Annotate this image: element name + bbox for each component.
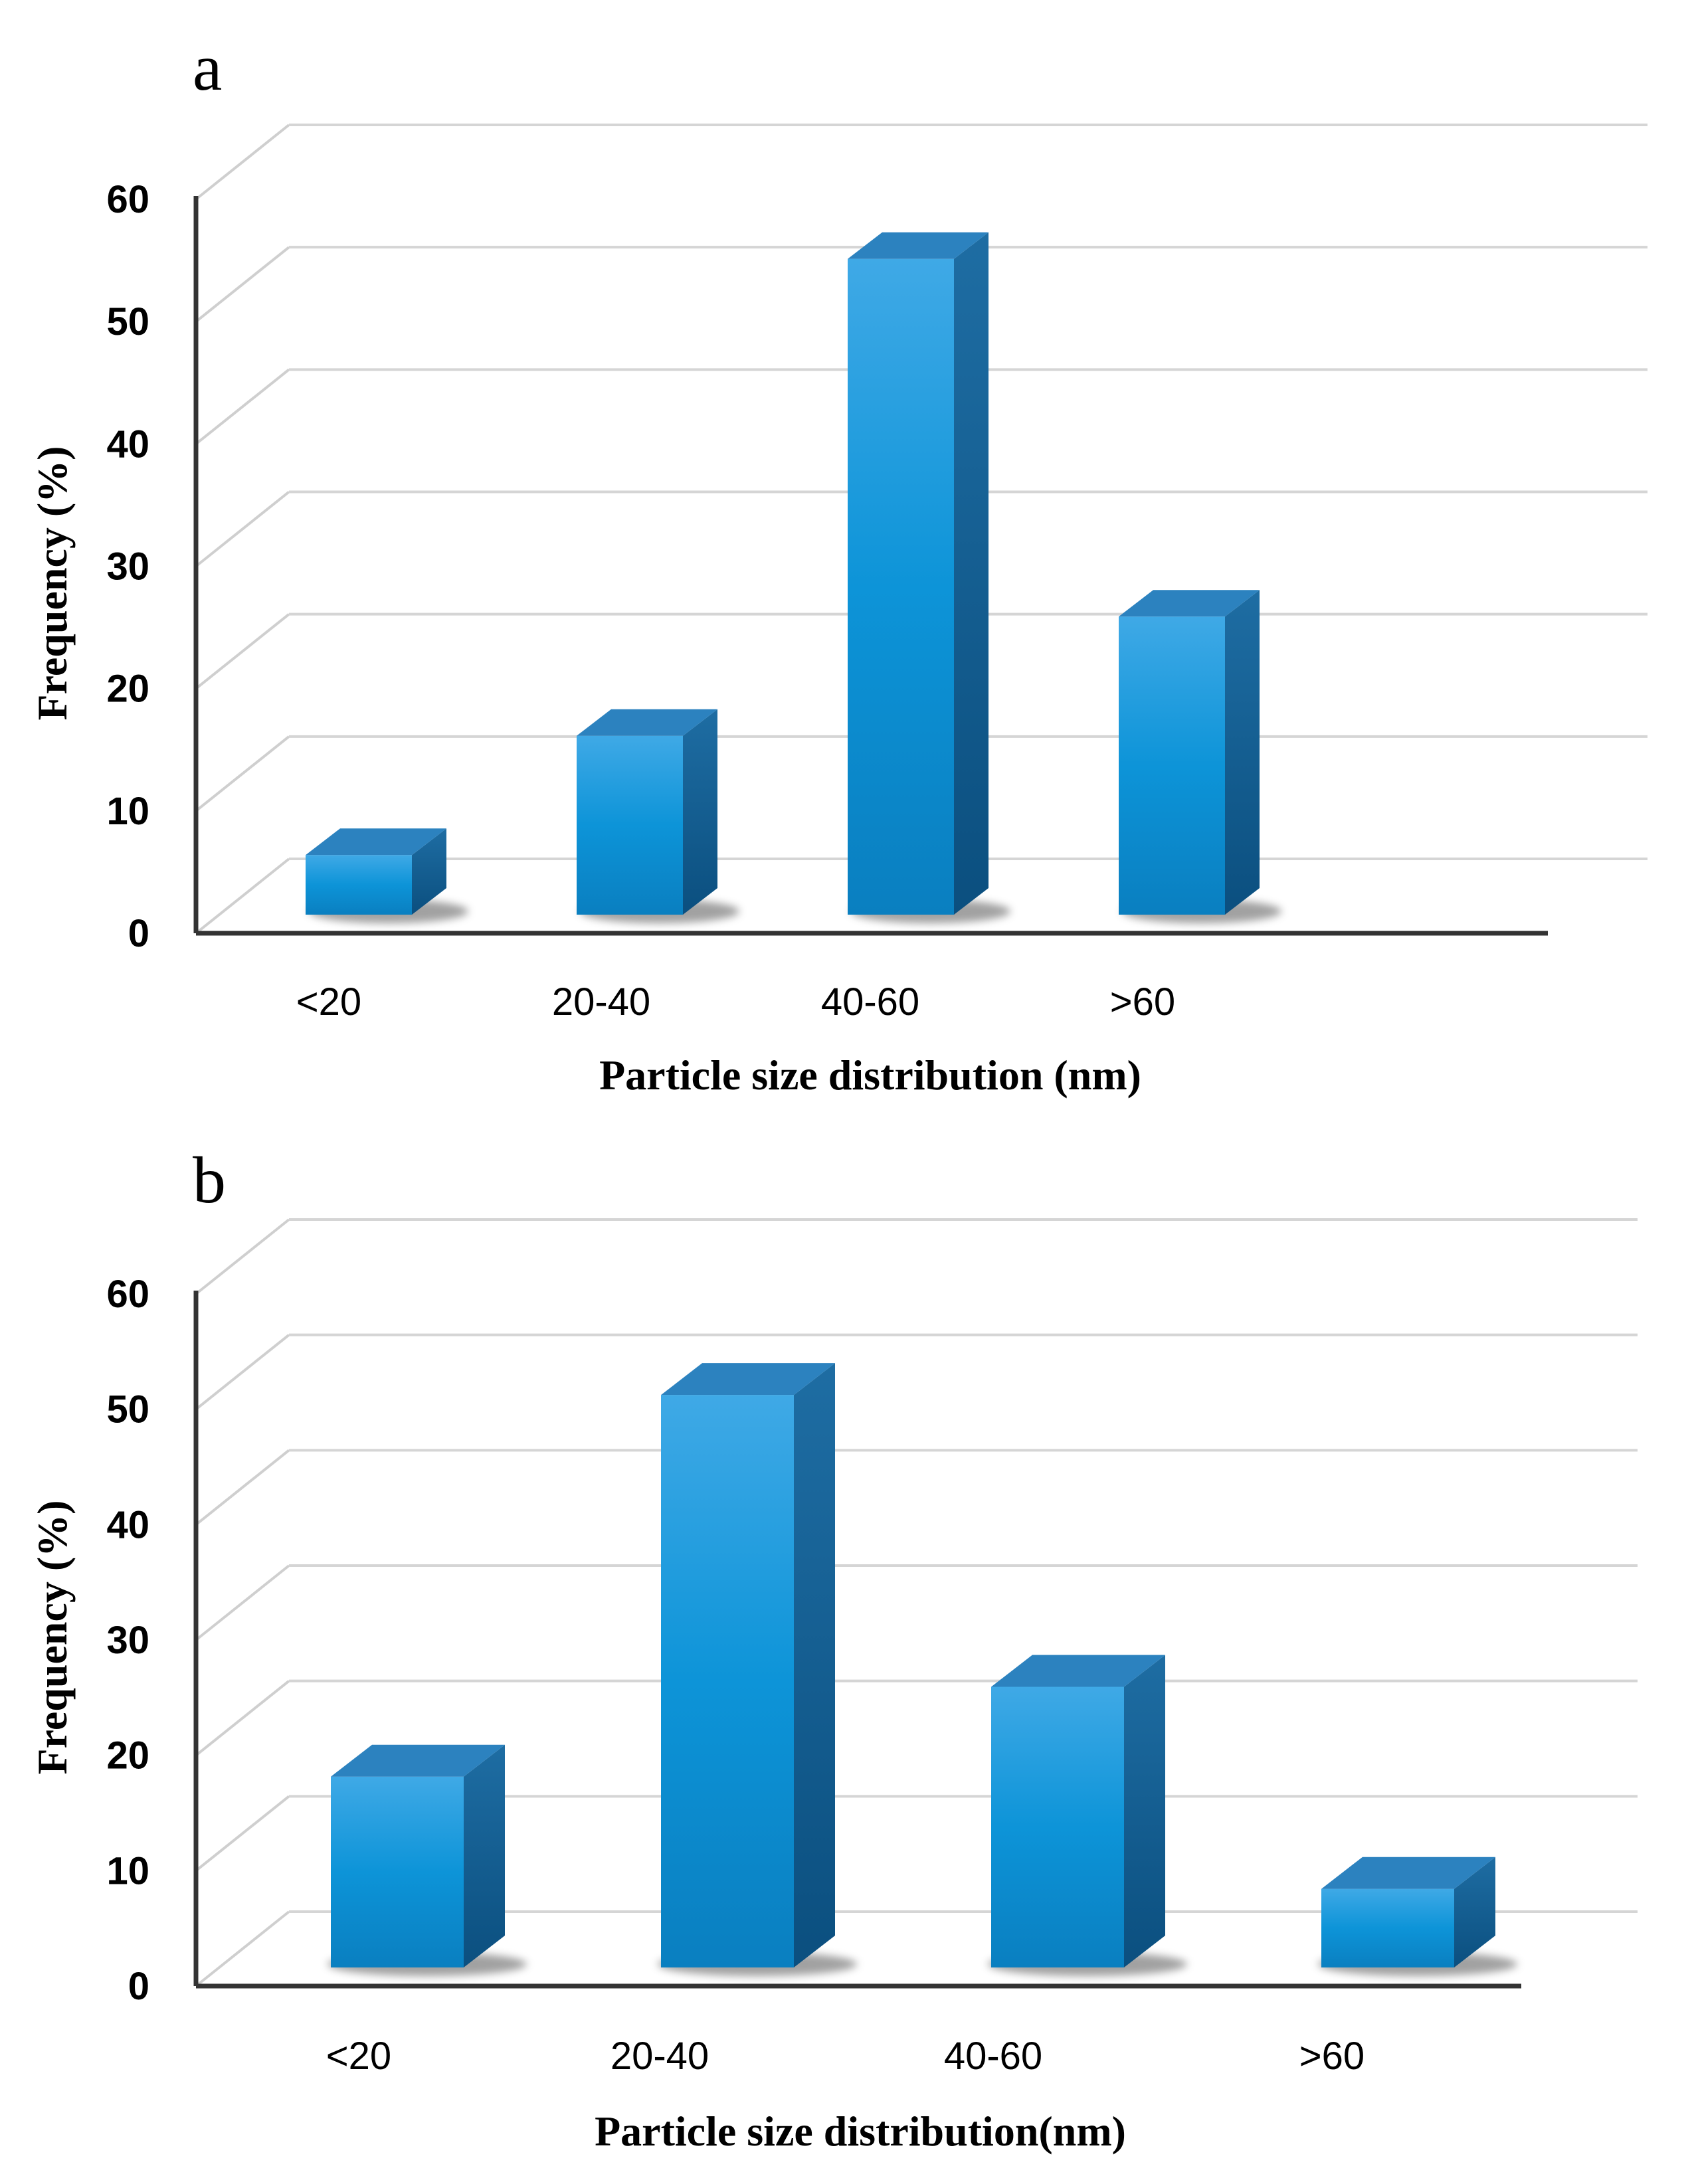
y-tick-label: 40 — [106, 1503, 149, 1546]
x-category-label: 20-40 — [611, 2035, 709, 2078]
y-tick-label: 20 — [106, 668, 149, 711]
bar-side — [412, 828, 446, 915]
y-tick-label: 30 — [106, 1619, 149, 1662]
y-tick-label: 10 — [106, 1849, 149, 1892]
y-tick-label: 50 — [106, 300, 149, 343]
bar-top — [848, 232, 989, 259]
gridline-diagonal — [195, 368, 290, 445]
bar — [658, 1363, 857, 1976]
bar-top — [991, 1655, 1165, 1687]
bar-front — [577, 735, 683, 915]
y-axis-title: Frequency (%) — [29, 446, 76, 721]
y-tick-label: 30 — [106, 545, 149, 589]
bar-front — [991, 1686, 1124, 1967]
y-axis-title: Frequency (%) — [29, 1501, 76, 1775]
bar-top — [331, 1744, 505, 1777]
x-category-label: 40-60 — [944, 2035, 1042, 2078]
bar — [328, 1744, 527, 1976]
bar-front — [1321, 1888, 1454, 1967]
gridline-diagonal — [195, 1564, 290, 1641]
y-tick-label: 0 — [128, 1965, 149, 2008]
bar-top — [1321, 1857, 1495, 1889]
panel-letter: a — [193, 31, 222, 104]
x-axis-title: Particle size distribution(nm) — [595, 2108, 1126, 2155]
bar-front — [306, 855, 412, 915]
gridline-diagonal — [195, 1795, 290, 1872]
gridline-diagonal — [195, 858, 290, 935]
bar-side — [1454, 1857, 1495, 1967]
bar-front — [331, 1776, 464, 1967]
x-category-label: 20-40 — [552, 980, 650, 1024]
panel-letter: b — [193, 1143, 226, 1217]
y-tick-label: 40 — [106, 422, 149, 466]
y-tick-label: 60 — [106, 1273, 149, 1316]
bar — [988, 1655, 1187, 1976]
x-category-label: 40-60 — [821, 980, 919, 1024]
x-category-label: >60 — [1110, 980, 1175, 1024]
y-tick-label: 10 — [106, 790, 149, 833]
y-tick-label: 50 — [106, 1388, 149, 1431]
chart-panel-a: a 0 10 20 30 40 50 60 <20 20-40 40-60 >60 Frequen… — [29, 31, 1648, 1099]
gridline-diagonal — [195, 613, 290, 690]
gridline-diagonal — [195, 735, 290, 812]
x-category-label: <20 — [326, 2035, 391, 2078]
bar-front — [661, 1395, 794, 1967]
bar — [848, 232, 1010, 923]
bar-front — [848, 258, 954, 915]
y-tick-label: 20 — [106, 1734, 149, 1777]
y-tick-label: 60 — [106, 178, 149, 221]
bar-side — [1225, 590, 1260, 915]
gridline-diagonal — [195, 1218, 290, 1295]
bar — [306, 828, 468, 923]
gridline-diagonal — [195, 490, 290, 568]
bar-front — [1119, 616, 1225, 915]
bar — [1318, 1857, 1517, 1976]
bar-side — [954, 232, 989, 915]
bar-top — [306, 828, 446, 856]
chart-panel-b: b 0 10 20 30 40 50 60 <20 20-40 40-60 >60 Frequen… — [29, 1143, 1638, 2155]
bar — [1119, 590, 1281, 923]
gridline-diagonal — [195, 246, 290, 323]
gridline-diagonal — [195, 1449, 290, 1526]
bar — [577, 709, 739, 923]
gridline-diagonal — [195, 1334, 290, 1411]
bar-side — [683, 709, 717, 915]
bar-top — [1119, 590, 1260, 617]
x-axis-title: Particle size distribution (nm) — [599, 1051, 1141, 1099]
gridline-diagonal — [195, 1680, 290, 1757]
bar-side — [794, 1363, 835, 1967]
bar-side — [1124, 1655, 1165, 1967]
bar-top — [577, 709, 717, 736]
bar-top — [661, 1363, 835, 1396]
gridline-diagonal — [195, 124, 290, 201]
y-tick-label: 0 — [128, 912, 149, 955]
bar-side — [464, 1744, 505, 1967]
x-category-label: <20 — [296, 980, 361, 1024]
x-category-label: >60 — [1299, 2035, 1365, 2078]
gridline-diagonal — [195, 1910, 290, 1987]
